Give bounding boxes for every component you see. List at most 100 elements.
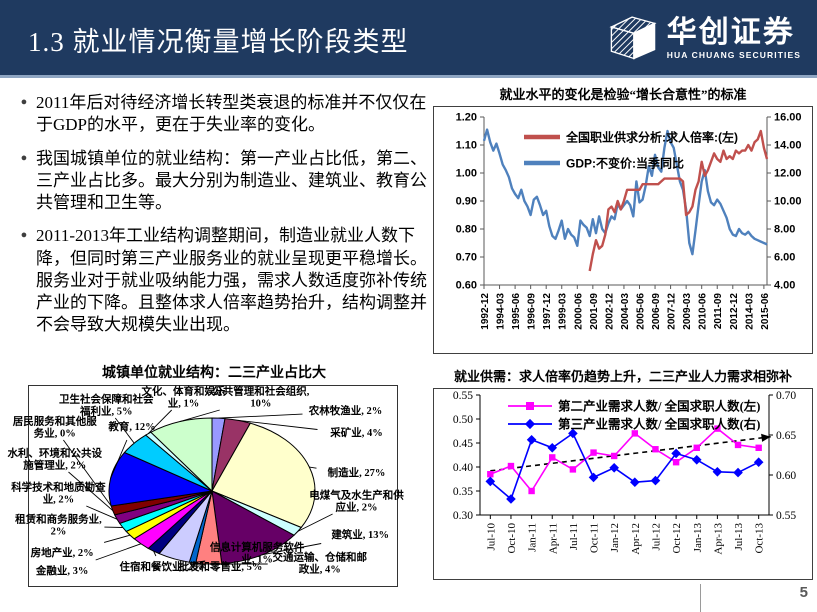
svg-text:1992-12: 1992-12 [480,293,491,330]
pie-leader-line [192,560,206,564]
svg-text:0.40: 0.40 [453,462,473,474]
svg-text:Jul-10: Jul-10 [485,523,497,551]
svg-text:Oct-12: Oct-12 [671,523,683,554]
employment-gdp-chart: 1.20 1.10 1.00 0.90 0.80 0.70 0.60 16.00 14.00 12… [433,106,813,354]
svg-text:0.45: 0.45 [453,438,473,450]
bullet-item: ● 2011年后对待经济增长转型类衰退的标准并不仅仅在于GDP的水平，更在于失业… [12,92,428,137]
pie-slice-label: 电煤气及水生产和供应业, 2% [309,490,404,513]
employment-structure-panel: 城镇单位就业结构：二三产业占比大 农林牧渔业, 2% 采矿业, 4% 制造业, 27… [8,362,404,587]
svg-text:2000-06: 2000-06 [573,293,584,330]
pie-leader-line [297,513,333,532]
pie-slice-label: 公共管理和社会组织, 10% [212,386,310,409]
pie-leader-line [86,505,118,520]
svg-text:Oct-10: Oct-10 [506,523,518,554]
pie-slice [150,417,213,493]
pie-leader-line [68,471,113,511]
svg-text:8.00: 8.00 [774,224,795,236]
pie-slice-label: 批发和零售业, 5% [178,562,263,574]
bullet-text: 2011年后对待经济增长转型类衰退的标准并不仅仅在于GDP的水平，更在于失业率的… [36,93,427,135]
pie-leader-line [153,550,157,557]
pie-slice-label: 教育, 12% [108,422,156,434]
svg-text:0.30: 0.30 [453,510,473,522]
pie-leader-line [147,409,173,434]
pie-leader-line [179,409,220,423]
svg-text:10.00: 10.00 [774,196,802,208]
svg-text:6.00: 6.00 [774,252,795,264]
svg-text:全国职业供求分析:求人倍率:(左): 全国职业供求分析:求人倍率:(左) [565,130,738,145]
pie-slice-label: 建筑业, 13% [331,530,390,542]
series-line [588,129,769,272]
trendline-arrow [761,433,771,442]
pie-slice-label: 信息计算机服务软件业, 1% [209,542,305,565]
svg-text:2010-06: 2010-06 [698,293,709,330]
pie-slice-label: 科学技术和地质勘查业, 2% [11,482,106,505]
svg-text:1994-03: 1994-03 [496,293,507,330]
pie-slice-label: 采矿业, 4% [330,428,383,440]
page-number: 5 [799,584,808,601]
pie-slice-label: 文化、体育和娱乐业, 1% [141,386,226,409]
pie-slice-label: 住宿和餐饮业, 2% [119,562,204,574]
page-title: 1.3 就业情况衡量增长阶段类型 [28,27,409,57]
labor-supply-demand-panel: 就业供需：求人倍率仍趋势上升，二三产业人力需求相弥补 0.55 0.50 0.45 0… [433,366,813,580]
series-line [490,427,759,493]
pie-slice-label: 卫生社会保障和社会福利业, 5% [59,394,154,417]
logo-subtitle: HUA CHUANG SECURITIES [666,49,801,60]
svg-text:Jul-12: Jul-12 [650,523,662,551]
svg-text:Jan-12: Jan-12 [609,523,621,552]
svg-text:2001-09: 2001-09 [589,293,600,330]
labor-supply-demand-title: 就业供需：求人倍率仍趋势上升，二三产业人力需求相弥补 [453,369,792,384]
svg-text:0.35: 0.35 [453,486,473,498]
svg-text:0.70: 0.70 [456,252,477,264]
bullet-icon: ● [20,96,28,108]
svg-text:4.00: 4.00 [774,280,795,292]
svg-text:0.70: 0.70 [776,390,796,402]
svg-text:1.10: 1.10 [456,140,477,152]
svg-text:1995-06: 1995-06 [511,293,522,330]
svg-text:12.00: 12.00 [774,168,802,180]
svg-text:0.55: 0.55 [776,510,796,522]
pie-slice-label: 水利、环境和公共设施管理业, 2% [7,448,103,471]
huachuang-logo: 华创证券 HUA CHUANG SECURITIES [606,9,801,68]
axes [476,394,773,519]
svg-text:第三产业需求人数/ 全国求职人数(右): 第三产业需求人数/ 全国求职人数(右) [558,417,760,432]
svg-text:16.00: 16.00 [774,112,802,124]
svg-text:1999-03: 1999-03 [558,293,569,330]
svg-text:第二产业需求人数/ 全国求职人数(左): 第二产业需求人数/ 全国求职人数(左) [558,399,760,414]
axes [480,116,771,289]
svg-text:GDP:不变价:当季同比: GDP:不变价:当季同比 [566,156,684,171]
pie-slice-label: 交通运输、仓储和邮政业, 4% [272,552,367,575]
svg-text:Apr-12: Apr-12 [630,523,642,555]
svg-text:2005-06: 2005-06 [635,293,646,330]
legend: 全国职业供求分析:求人倍率:(左) GDP:不变价:当季同比 [524,130,738,171]
pie-slice-label: 制造业, 27% [327,468,386,480]
pie-slice-label: 租赁和商务服务业, 2% [15,514,102,537]
header: 1.3 就业情况衡量增长阶段类型 华创证券 HUA CHUANG SECURIT… [0,0,817,78]
labor-supply-demand-chart: 0.55 0.50 0.45 0.40 0.35 0.30 0.70 0.65 0.60 0.55… [433,388,813,580]
footer-divider [700,584,701,612]
svg-text:Jul-11: Jul-11 [568,523,580,550]
pie-leader-line [309,466,317,469]
pie-slice-label: 金融业, 3% [35,566,89,578]
svg-text:2006-09: 2006-09 [651,293,662,330]
series-line [482,128,768,256]
pie-leader-line [95,543,142,561]
bullet-text: 2011-2013年工业结构调整期间，制造业就业人数下降，但同时第三产业服务业的… [36,226,427,335]
logo-cube-icon [606,9,660,68]
pie-leader-line [110,439,128,479]
svg-text:2009-03: 2009-03 [682,293,693,330]
svg-text:0.60: 0.60 [456,280,477,292]
pie-leader-line [262,543,322,556]
svg-text:1.00: 1.00 [456,168,477,180]
svg-text:2011-09: 2011-09 [713,293,724,330]
trendline [490,435,771,472]
svg-text:Apr-11: Apr-11 [547,523,559,554]
pie-leader-line [103,534,131,543]
bullet-list: ● 2011年后对待经济增长转型类衰退的标准并不仅仅在于GDP的水平，更在于失业… [12,92,428,348]
employment-gdp-chart-panel: 就业水平的变化是检验“增长合意性”的标准 1.20 1.10 1.00 0.90 0.8… [433,84,813,354]
svg-text:0.50: 0.50 [453,414,473,426]
bullet-item: ● 我国城镇单位的就业结构：第一产业占比低，第二、三产业占比多。最大分别为制造业… [12,148,428,215]
pie-slice [108,451,214,507]
svg-text:2014-03: 2014-03 [744,293,755,330]
svg-text:Apr-13: Apr-13 [712,523,724,555]
